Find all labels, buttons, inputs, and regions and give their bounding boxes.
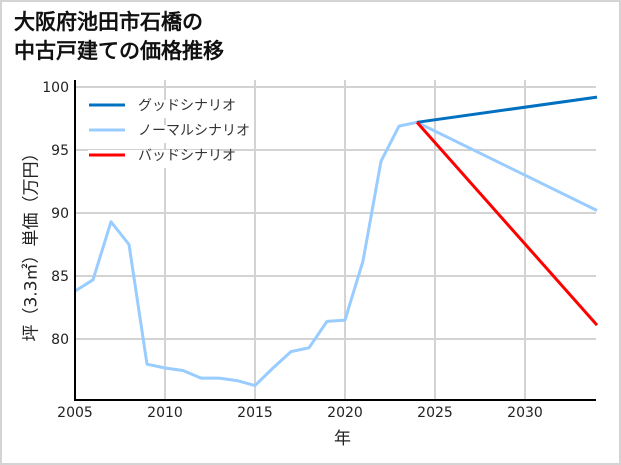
series-line — [416, 95, 598, 124]
series-line — [74, 120, 598, 388]
legend-label: グッドシナリオ — [138, 98, 236, 114]
title-line-2: 中古戸建ての価格推移 — [14, 39, 224, 63]
legend-label: ノーマルシナリオ — [138, 123, 250, 139]
series-lines — [74, 95, 599, 388]
legend-label: バッドシナリオ — [138, 148, 236, 164]
series-line — [415, 121, 599, 327]
chart-title: 大阪府池田市石橋の 中古戸建ての価格推移 — [14, 8, 224, 66]
x-tick-label: 2020 — [327, 405, 363, 421]
x-tick-label: 2015 — [237, 405, 273, 421]
y-tick-label: 80 — [51, 332, 69, 348]
x-tick-label: 2005 — [57, 405, 93, 421]
x-tick-label: 2030 — [507, 405, 543, 421]
y-tick-label: 85 — [51, 269, 69, 285]
tick-labels: 2005 2010 2015 2020 2025 2030 80 85 90 95 100 — [42, 80, 543, 421]
x-tick-label: 2025 — [417, 405, 453, 421]
y-tick-label: 90 — [51, 206, 69, 222]
axes — [74, 80, 596, 401]
y-tick-label: 100 — [42, 80, 69, 96]
x-tick-label: 2010 — [147, 405, 183, 421]
y-tick-label: 95 — [51, 143, 69, 159]
title-line-1: 大阪府池田市石橋の — [14, 10, 203, 34]
x-axis-label: 年 — [334, 429, 351, 449]
